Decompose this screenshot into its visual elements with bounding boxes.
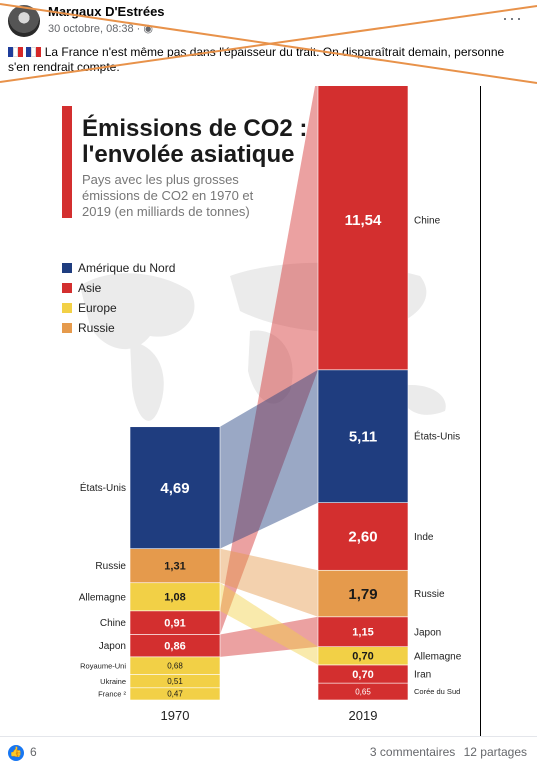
bar-segment	[317, 616, 409, 647]
more-options-icon[interactable]: ···	[502, 8, 523, 28]
bar-labels: 0,47 France ² 0,51 Ukraine 0,68 Royaume-Uni 0,…	[79, 212, 462, 723]
legend-label: Asie	[78, 281, 102, 295]
flow-ribbon	[220, 616, 318, 657]
country-label: Chine	[100, 618, 127, 629]
country-label: Corée du Sud	[414, 687, 460, 696]
data-label: 0,47	[167, 690, 183, 699]
chart-legend: Amérique du Nord Asie Europe Russie	[62, 261, 175, 335]
data-label: 2,60	[348, 529, 377, 546]
data-label: 0,70	[352, 651, 373, 663]
country-label: Iran	[414, 670, 431, 681]
post-text: La France n'est même pas dans l'épaisseu…	[8, 45, 505, 74]
map-continent	[248, 330, 293, 404]
post-date[interactable]: 30 octobre, 08:38 ·	[48, 23, 141, 35]
flow-ribbon	[220, 548, 318, 617]
legend-swatch	[62, 323, 72, 333]
legend-swatch	[62, 283, 72, 293]
chart-title-line2: l'envolée asiatique	[82, 141, 294, 168]
flow-ribbons	[220, 86, 318, 665]
flow-ribbon	[220, 86, 318, 635]
country-label: Royaume-Uni	[80, 661, 126, 670]
post-header: Margaux D'Estrées 30 octobre, 08:38 · ◉ …	[0, 0, 537, 86]
data-label: 5,11	[349, 428, 377, 445]
shares-count[interactable]: 12 partages	[463, 745, 527, 759]
co2-chart: Émissions de CO2 : l'envolée asiatique P…	[62, 86, 462, 723]
post-footer: 👍 6 3 commentaires 12 partages	[0, 736, 537, 767]
country-label: Japon	[414, 627, 441, 638]
country-label: Russie	[414, 589, 445, 600]
data-label: 1,31	[164, 561, 185, 573]
reaction-count[interactable]: 6	[30, 745, 37, 759]
legend-label: Russie	[78, 321, 115, 335]
country-label: États-Unis	[80, 481, 126, 494]
france-flag-icon	[26, 45, 42, 59]
chart-title: Émissions de CO2 :	[82, 114, 307, 142]
country-label: France ²	[98, 690, 126, 699]
map-continent	[80, 273, 195, 350]
map-continent	[400, 385, 446, 415]
post-timestamp[interactable]: 30 octobre, 08:38 · ◉	[48, 22, 153, 35]
data-label: 0,86	[164, 641, 185, 653]
country-label: Russie	[95, 561, 126, 572]
legend-label: Amérique du Nord	[78, 261, 175, 275]
bar-stacks	[129, 86, 409, 701]
data-label: 11,54	[345, 212, 382, 229]
x-tick-label: 1970	[161, 708, 190, 723]
data-label: 0,51	[167, 677, 183, 686]
data-label: 1,15	[352, 627, 373, 639]
globe-icon: ◉	[143, 23, 154, 35]
author-name[interactable]: Margaux D'Estrées	[48, 4, 165, 19]
data-label: 0,65	[355, 687, 371, 696]
country-label: Allemagne	[79, 592, 127, 603]
comments-count[interactable]: 3 commentaires	[369, 745, 456, 759]
country-label: Japon	[99, 641, 126, 652]
country-label: Ukraine	[100, 677, 126, 686]
bar-segment	[317, 502, 409, 571]
data-label: 0,70	[352, 669, 373, 681]
avatar[interactable]	[8, 5, 40, 37]
bar-segment	[317, 569, 409, 618]
chart-subtitle: 2019 (en milliards de tonnes)	[82, 204, 250, 219]
data-label: 0,68	[167, 661, 183, 670]
map-continent	[130, 341, 164, 421]
country-label: États-Unis	[414, 430, 460, 443]
chart-subtitle: émissions de CO2 en 1970 et	[82, 188, 254, 203]
country-label: Allemagne	[414, 651, 462, 662]
title-accent-bar	[62, 106, 72, 218]
data-label: 0,91	[164, 618, 185, 630]
infographic-image[interactable]: Émissions de CO2 : l'envolée asiatique P…	[20, 86, 481, 736]
bar-segment	[317, 369, 409, 503]
x-tick-label: 2019	[349, 708, 378, 723]
post-text-wrapper: La France n'est même pas dans l'épaisseu…	[8, 45, 523, 75]
like-reaction-icon[interactable]: 👍	[8, 745, 24, 761]
data-label: 1,08	[164, 592, 185, 604]
legend-swatch	[62, 263, 72, 273]
data-label: 4,69	[160, 480, 189, 497]
country-label: Chine	[414, 215, 441, 226]
bar-segment	[317, 86, 409, 371]
legend-label: Europe	[78, 301, 117, 315]
chart-subtitle: Pays avec les plus grosses	[82, 172, 239, 187]
bar-segment	[129, 582, 221, 612]
flow-ribbon	[220, 369, 318, 549]
france-flag-icon	[8, 45, 23, 59]
data-label: 1,79	[348, 586, 377, 603]
country-label: Inde	[414, 532, 434, 543]
bar-segment	[129, 426, 221, 549]
post-stats: 3 commentaires 12 partages	[370, 745, 527, 759]
flow-ribbon	[220, 582, 318, 665]
bar-segment	[129, 548, 221, 584]
legend-swatch	[62, 303, 72, 313]
